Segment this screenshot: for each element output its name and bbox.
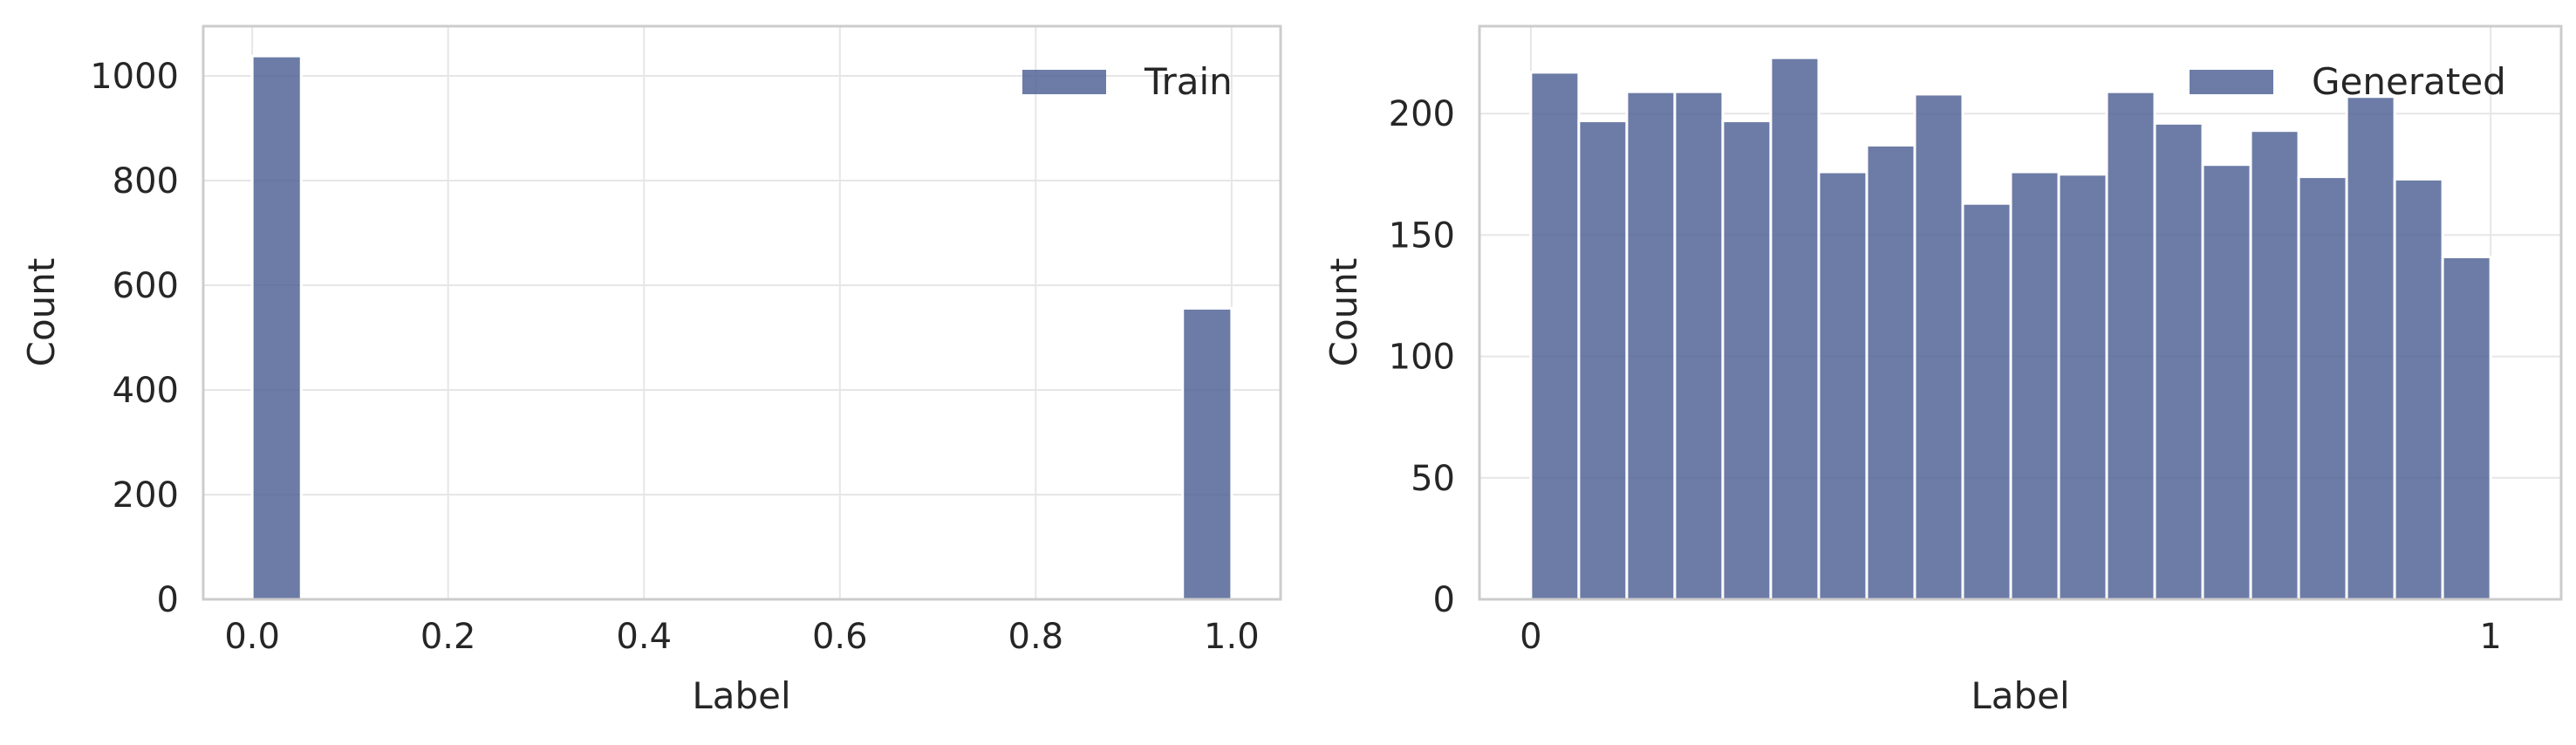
train-y-axis-label: Count bbox=[20, 258, 63, 367]
generated-bar-10 bbox=[2009, 170, 2060, 601]
generated-x-tick-label: 0 bbox=[1520, 617, 1541, 657]
train-x-tick-label: 0.4 bbox=[616, 617, 672, 657]
train-histogram-panel: 0.0 0.2 0.4 0.6 0.8 1.0 0 200 400 600 800 1000 Lab… bbox=[20, 24, 1282, 717]
generated-bar-13 bbox=[2153, 121, 2204, 601]
generated-bar-7 bbox=[1865, 143, 1917, 601]
generated-bar-5 bbox=[1769, 56, 1821, 601]
generated-y-axis-label: Count bbox=[1322, 258, 1365, 367]
train-y-tick-label: 600 bbox=[113, 266, 179, 306]
generated-bars bbox=[1529, 56, 2492, 601]
train-y-tick-label: 800 bbox=[113, 161, 179, 202]
generated-legend-swatch bbox=[2190, 70, 2273, 94]
generated-y-tick-label: 0 bbox=[1433, 580, 1455, 620]
train-y-tick-label: 400 bbox=[113, 371, 179, 411]
train-y-ticks: 0 200 400 600 800 1000 bbox=[90, 57, 179, 620]
generated-bar-12 bbox=[2105, 90, 2156, 601]
train-plot-frame bbox=[202, 24, 1282, 601]
generated-bar-8 bbox=[1913, 92, 1964, 601]
train-x-tick-label: 0.0 bbox=[224, 617, 280, 657]
generated-y-tick-label: 150 bbox=[1389, 215, 1455, 256]
train-legend-label: Train bbox=[1144, 60, 1233, 103]
train-bar-0 bbox=[250, 54, 303, 601]
generated-x-axis-label: Label bbox=[1971, 674, 2069, 717]
generated-bar-0 bbox=[1529, 71, 1581, 601]
generated-y-ticks: 0 50 100 150 200 bbox=[1389, 94, 1455, 620]
train-x-ticks: 0.0 0.2 0.4 0.6 0.8 1.0 bbox=[224, 617, 1259, 657]
generated-bar-2 bbox=[1625, 90, 1677, 601]
generated-bar-6 bbox=[1817, 170, 1869, 601]
generated-bar-18 bbox=[2393, 177, 2444, 601]
generated-y-tick-label: 50 bbox=[1411, 459, 1455, 499]
train-x-tick-label: 0.6 bbox=[812, 617, 868, 657]
generated-plot-frame bbox=[1478, 24, 2563, 601]
train-x-tick-label: 1.0 bbox=[1204, 617, 1260, 657]
generated-x-tick-label: 1 bbox=[2479, 617, 2501, 657]
train-bars bbox=[250, 54, 1233, 601]
generated-bar-1 bbox=[1577, 120, 1629, 601]
train-x-tick-label: 0.2 bbox=[420, 617, 476, 657]
train-y-tick-label: 1000 bbox=[90, 57, 179, 97]
train-x-axis-label: Label bbox=[692, 674, 790, 717]
generated-bar-9 bbox=[1961, 202, 2012, 601]
generated-y-tick-label: 200 bbox=[1389, 94, 1455, 134]
generated-y-tick-label: 100 bbox=[1389, 338, 1455, 378]
generated-legend: Generated bbox=[2190, 60, 2506, 103]
generated-bar-19 bbox=[2441, 255, 2492, 601]
generated-bar-15 bbox=[2249, 129, 2300, 601]
generated-bar-14 bbox=[2201, 163, 2252, 601]
generated-legend-label: Generated bbox=[2312, 60, 2506, 103]
train-y-tick-label: 0 bbox=[157, 580, 179, 620]
generated-bar-3 bbox=[1673, 90, 1725, 601]
train-grid bbox=[203, 26, 1281, 600]
train-bar-1 bbox=[1181, 306, 1233, 601]
generated-bar-16 bbox=[2297, 175, 2348, 601]
generated-bar-11 bbox=[2057, 173, 2108, 601]
train-x-tick-label: 0.8 bbox=[1008, 617, 1064, 657]
generated-bar-17 bbox=[2345, 95, 2396, 601]
generated-bar-4 bbox=[1721, 120, 1773, 601]
train-legend: Train bbox=[1022, 60, 1233, 103]
train-y-tick-label: 200 bbox=[113, 475, 179, 516]
train-legend-swatch bbox=[1022, 70, 1106, 94]
